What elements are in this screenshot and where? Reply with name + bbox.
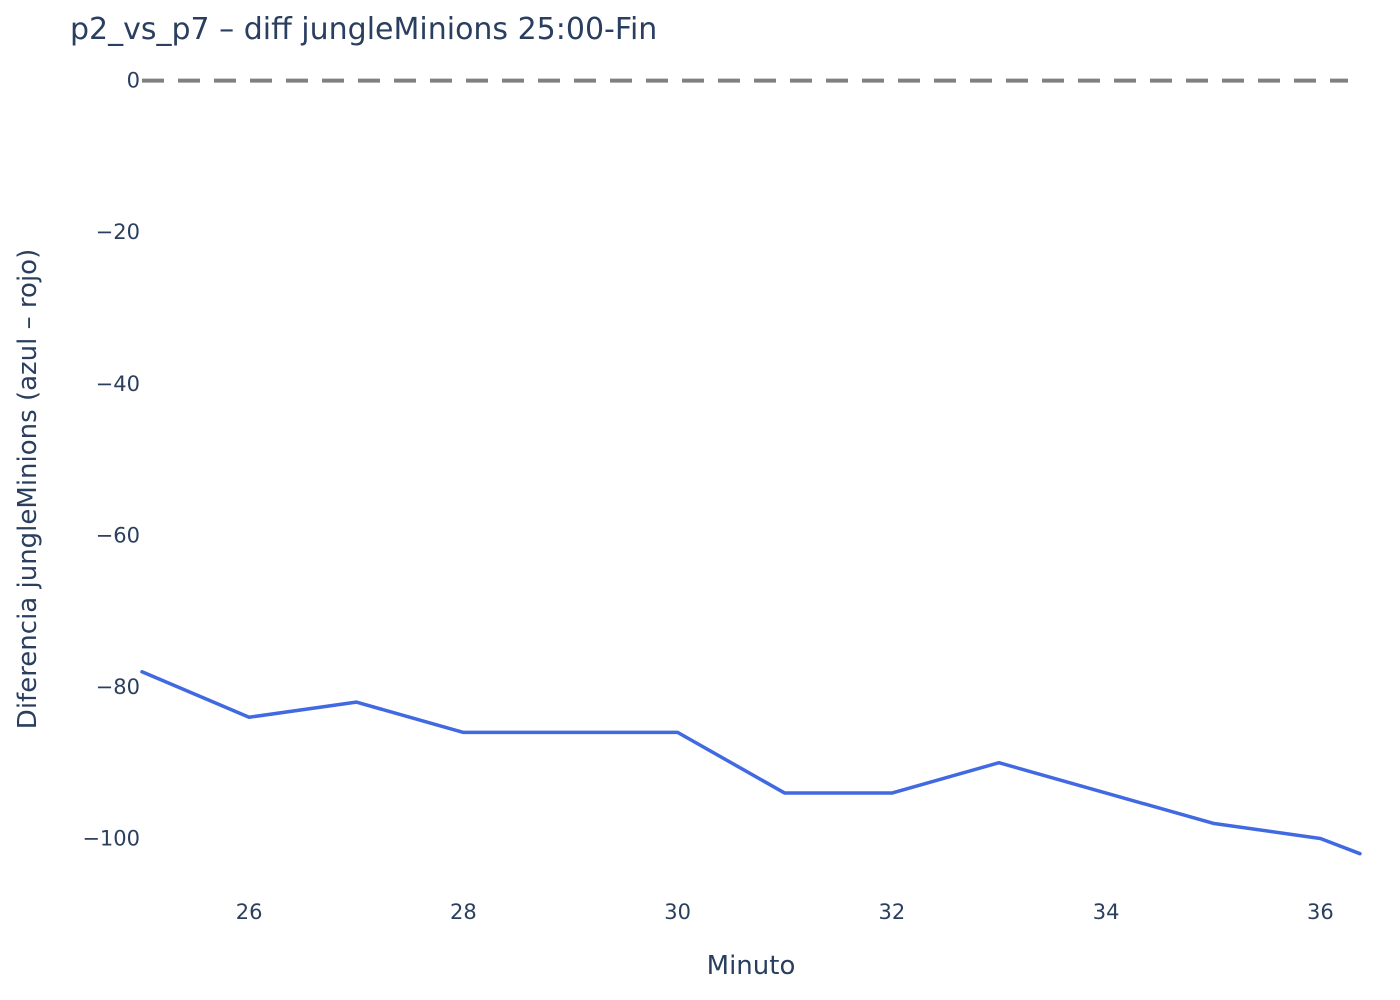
y-axis-ticks: 0 −20 −40 −60 −80 −100 bbox=[82, 69, 140, 851]
series-line-0 bbox=[140, 670, 1362, 856]
y-tick-label: −100 bbox=[82, 827, 140, 851]
x-axis-ticks: 26 28 30 32 34 36 bbox=[236, 900, 1334, 924]
y-axis-title: Diferencia jungleMinions (azul – rojo) bbox=[13, 249, 43, 729]
y-tick-label: −80 bbox=[96, 675, 140, 699]
x-tick-label: 28 bbox=[450, 900, 477, 924]
plot-area bbox=[140, 78, 1362, 856]
x-axis-title: Minuto bbox=[707, 951, 796, 981]
x-tick-label: 26 bbox=[236, 900, 263, 924]
x-tick-label: 36 bbox=[1307, 900, 1334, 924]
x-tick-label: 30 bbox=[664, 900, 691, 924]
y-tick-label: −20 bbox=[96, 220, 140, 244]
x-tick-label: 32 bbox=[879, 900, 906, 924]
y-tick-label: −40 bbox=[96, 372, 140, 396]
y-tick-label: 0 bbox=[127, 69, 140, 93]
chart-title: p2_vs_p7 – diff jungleMinions 25:00-Fin bbox=[70, 12, 657, 47]
x-tick-label: 34 bbox=[1093, 900, 1120, 924]
y-tick-label: −60 bbox=[96, 523, 140, 547]
